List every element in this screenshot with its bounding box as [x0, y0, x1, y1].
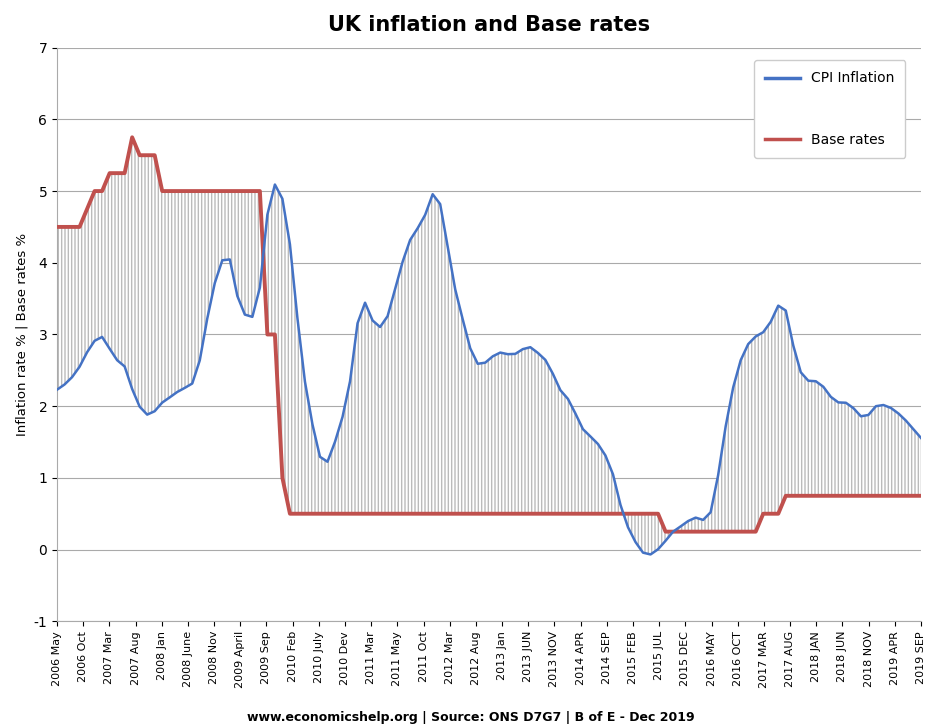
Y-axis label: Inflation rate % | Base rates %: Inflation rate % | Base rates % — [15, 233, 28, 436]
Legend: CPI Inflation, , Base rates: CPI Inflation, , Base rates — [754, 60, 905, 158]
Text: www.economicshelp.org | Source: ONS D7G7 | B of E - Dec 2019: www.economicshelp.org | Source: ONS D7G7… — [247, 711, 694, 724]
Title: UK inflation and Base rates: UK inflation and Base rates — [328, 15, 650, 35]
